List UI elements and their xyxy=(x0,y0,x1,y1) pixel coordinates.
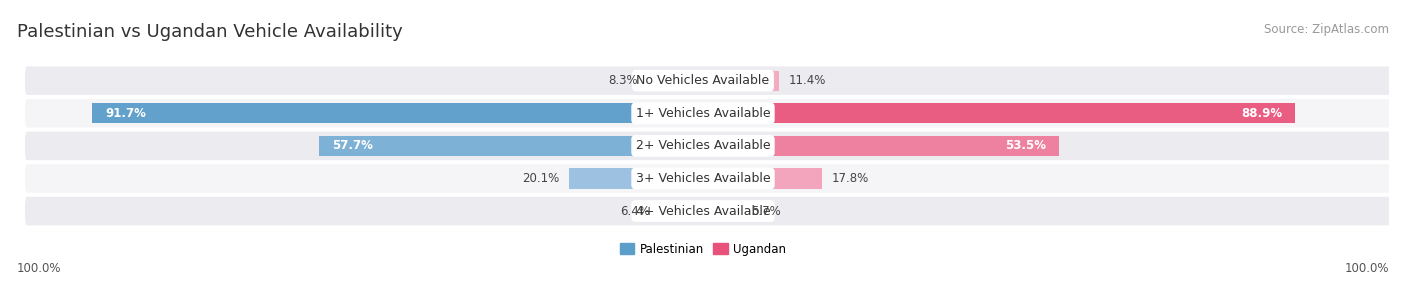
Bar xyxy=(648,71,703,91)
Text: 2+ Vehicles Available: 2+ Vehicles Available xyxy=(636,139,770,152)
Bar xyxy=(93,103,703,123)
Text: Source: ZipAtlas.com: Source: ZipAtlas.com xyxy=(1264,23,1389,36)
FancyBboxPatch shape xyxy=(24,130,1406,162)
Bar xyxy=(319,136,703,156)
FancyBboxPatch shape xyxy=(24,98,1406,129)
Text: 17.8%: 17.8% xyxy=(831,172,869,185)
Text: 20.1%: 20.1% xyxy=(522,172,560,185)
Text: No Vehicles Available: No Vehicles Available xyxy=(637,74,769,87)
Text: 6.4%: 6.4% xyxy=(620,204,651,218)
Text: Palestinian vs Ugandan Vehicle Availability: Palestinian vs Ugandan Vehicle Availabil… xyxy=(17,23,402,41)
Text: 4+ Vehicles Available: 4+ Vehicles Available xyxy=(636,204,770,218)
Text: 8.3%: 8.3% xyxy=(607,74,638,87)
Bar xyxy=(703,136,1059,156)
Text: 1+ Vehicles Available: 1+ Vehicles Available xyxy=(636,107,770,120)
FancyBboxPatch shape xyxy=(24,163,1406,194)
Bar xyxy=(703,201,741,221)
Bar xyxy=(703,168,821,188)
Text: 11.4%: 11.4% xyxy=(789,74,827,87)
Text: 3+ Vehicles Available: 3+ Vehicles Available xyxy=(636,172,770,185)
Text: 91.7%: 91.7% xyxy=(105,107,146,120)
Bar xyxy=(703,103,1295,123)
Text: 100.0%: 100.0% xyxy=(17,262,62,275)
FancyBboxPatch shape xyxy=(24,195,1406,227)
Text: 57.7%: 57.7% xyxy=(332,139,373,152)
Bar xyxy=(703,71,779,91)
Text: 88.9%: 88.9% xyxy=(1240,107,1282,120)
Text: 100.0%: 100.0% xyxy=(1344,262,1389,275)
Text: 5.7%: 5.7% xyxy=(751,204,780,218)
Bar xyxy=(661,201,703,221)
Legend: Palestinian, Ugandan: Palestinian, Ugandan xyxy=(614,238,792,261)
FancyBboxPatch shape xyxy=(24,65,1406,96)
Bar xyxy=(569,168,703,188)
Text: 53.5%: 53.5% xyxy=(1005,139,1046,152)
